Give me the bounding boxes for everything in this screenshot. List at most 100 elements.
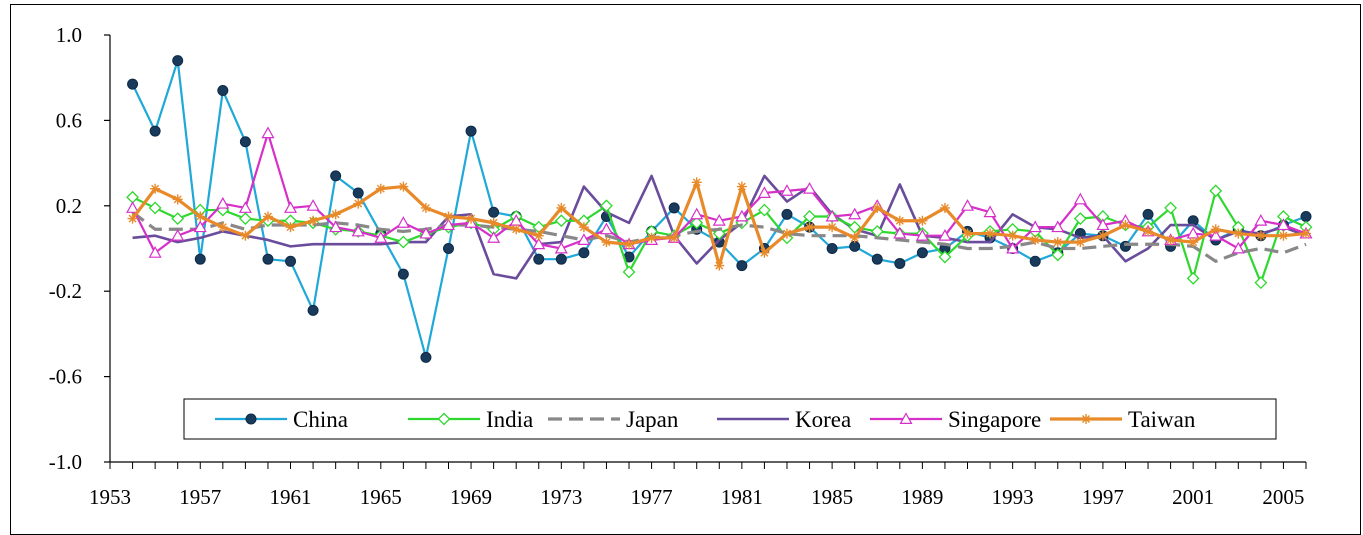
star-stroke bbox=[1256, 231, 1265, 240]
data-point-china bbox=[262, 253, 274, 265]
legend-label-china: China bbox=[293, 407, 348, 432]
data-point-taiwan bbox=[962, 228, 973, 239]
data-point-taiwan bbox=[985, 228, 996, 239]
data-point-singapore bbox=[938, 228, 952, 241]
star-stroke bbox=[376, 184, 385, 193]
data-point-india bbox=[1209, 184, 1223, 198]
data-point-singapore bbox=[1051, 220, 1065, 233]
x-tick-label: 1993 bbox=[992, 485, 1034, 509]
legend: China India Japan Korea Singapore Taiwan bbox=[183, 398, 1277, 440]
data-point-india bbox=[396, 235, 410, 249]
series-india bbox=[126, 184, 1313, 290]
data-point-china bbox=[894, 257, 906, 269]
data-point-india bbox=[1051, 248, 1065, 262]
data-point-singapore bbox=[126, 201, 140, 213]
y-tick-label: -0.2 bbox=[49, 279, 82, 303]
data-point-india bbox=[622, 265, 636, 279]
data-point-singapore bbox=[419, 226, 433, 239]
data-point-taiwan bbox=[1052, 237, 1063, 248]
star-stroke bbox=[128, 214, 137, 223]
data-point-singapore bbox=[780, 184, 794, 196]
data-point-taiwan bbox=[1030, 234, 1041, 245]
data-point-singapore bbox=[848, 207, 862, 220]
data-point-taiwan bbox=[330, 209, 341, 220]
star-stroke bbox=[309, 216, 318, 225]
legend-label-singapore: Singapore bbox=[948, 407, 1041, 432]
data-point-taiwan bbox=[375, 183, 386, 194]
legend-item-china: China bbox=[215, 407, 348, 432]
x-tick-label: 1973 bbox=[540, 485, 582, 509]
legend-marker-china bbox=[245, 413, 257, 425]
data-point-india bbox=[148, 201, 162, 215]
data-point-taiwan bbox=[150, 183, 161, 194]
star-stroke bbox=[1234, 229, 1243, 238]
star-stroke bbox=[692, 178, 701, 187]
data-point-taiwan bbox=[1210, 224, 1221, 235]
data-point-singapore bbox=[329, 220, 343, 233]
data-point-china bbox=[217, 85, 229, 97]
data-point-singapore bbox=[441, 218, 456, 231]
legend-label-korea: Korea bbox=[795, 407, 851, 432]
series-taiwan bbox=[127, 177, 1311, 271]
star-stroke bbox=[1031, 235, 1040, 244]
data-point-taiwan bbox=[894, 215, 905, 226]
data-point-china bbox=[849, 240, 861, 252]
data-point-taiwan bbox=[624, 239, 635, 250]
series-china bbox=[127, 55, 1312, 363]
data-point-taiwan bbox=[1075, 237, 1086, 248]
star-stroke bbox=[715, 261, 724, 270]
data-point-singapore bbox=[396, 216, 410, 228]
data-point-singapore bbox=[825, 209, 839, 222]
data-point-singapore bbox=[1254, 214, 1268, 226]
data-point-taiwan bbox=[420, 202, 431, 213]
x-tick-label: 1957 bbox=[179, 485, 221, 509]
data-point-singapore bbox=[690, 207, 704, 220]
y-tick-label: 0.6 bbox=[56, 108, 82, 132]
star-stroke bbox=[151, 184, 160, 193]
star-stroke bbox=[1144, 227, 1153, 236]
data-point-taiwan bbox=[714, 260, 725, 271]
data-point-china bbox=[871, 253, 883, 265]
star-stroke bbox=[263, 212, 272, 221]
data-point-china bbox=[1029, 255, 1041, 267]
data-point-singapore bbox=[1028, 220, 1042, 233]
star-stroke bbox=[1008, 231, 1017, 240]
x-tick-label: 2001 bbox=[1172, 485, 1214, 509]
data-point-singapore bbox=[1073, 192, 1087, 205]
data-point-taiwan bbox=[669, 232, 680, 243]
data-point-china bbox=[488, 206, 500, 218]
data-point-singapore bbox=[577, 233, 591, 245]
data-point-singapore bbox=[1231, 241, 1245, 254]
plot-area bbox=[126, 55, 1313, 363]
data-point-taiwan bbox=[872, 202, 883, 213]
data-point-taiwan bbox=[308, 215, 319, 226]
data-point-taiwan bbox=[1143, 226, 1154, 237]
data-point-china bbox=[465, 125, 477, 137]
data-point-singapore bbox=[148, 246, 162, 258]
data-point-singapore bbox=[238, 201, 252, 213]
data-point-taiwan bbox=[240, 230, 251, 241]
data-point-china bbox=[1142, 208, 1154, 220]
data-point-taiwan bbox=[511, 224, 522, 235]
data-point-singapore bbox=[1096, 218, 1110, 231]
data-point-india bbox=[171, 212, 185, 226]
data-point-india bbox=[938, 250, 952, 264]
star-stroke bbox=[331, 210, 340, 219]
star-stroke bbox=[467, 214, 476, 223]
data-point-singapore bbox=[599, 222, 613, 235]
data-point-singapore bbox=[261, 126, 275, 139]
data-point-taiwan bbox=[781, 228, 792, 239]
axes: 1.0 0.6 0.2 -0.2 -0.6 -1.0 1953 1957 1961 1965 196… bbox=[49, 23, 1307, 509]
legend-marker-india bbox=[437, 412, 451, 426]
data-point-taiwan bbox=[1097, 230, 1108, 241]
data-point-taiwan bbox=[1007, 230, 1018, 241]
star-stroke bbox=[421, 203, 430, 212]
data-point-taiwan bbox=[736, 181, 747, 192]
x-tick-label: 1997 bbox=[1082, 485, 1124, 509]
data-point-taiwan bbox=[1278, 230, 1289, 241]
data-point-taiwan bbox=[398, 181, 409, 192]
data-point-india bbox=[600, 199, 613, 213]
data-point-taiwan bbox=[1301, 228, 1311, 239]
y-tick-label: -1.0 bbox=[49, 450, 82, 474]
star-stroke bbox=[1053, 238, 1062, 247]
